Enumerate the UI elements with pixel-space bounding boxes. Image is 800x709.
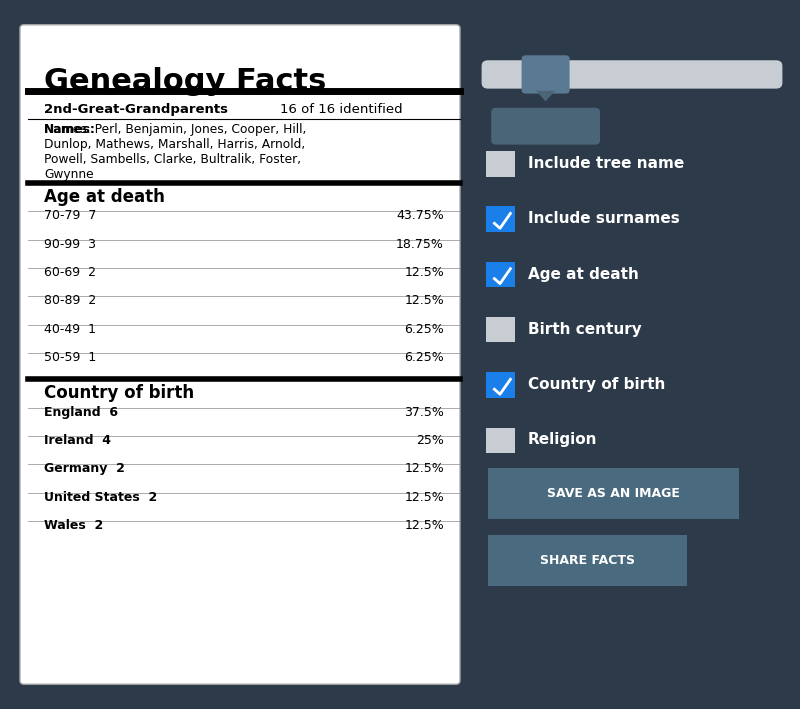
FancyBboxPatch shape [20,25,460,684]
Text: Country of birth: Country of birth [44,384,194,401]
Text: Birth century: Birth century [528,322,642,337]
Text: Dunlop, Mathews, Marshall, Harris, Arnold,: Dunlop, Mathews, Marshall, Harris, Arnol… [44,138,306,151]
FancyBboxPatch shape [488,468,739,519]
Text: 6.25%: 6.25% [404,323,444,335]
Text: Germany  2: Germany 2 [44,462,125,475]
Text: 6.25%: 6.25% [404,351,444,364]
Text: Powell, Sambells, Clarke, Bultralik, Foster,: Powell, Sambells, Clarke, Bultralik, Fos… [44,153,301,166]
Text: Gwynne: Gwynne [44,168,94,181]
Text: 37.5%: 37.5% [404,406,444,418]
FancyBboxPatch shape [486,317,515,342]
FancyBboxPatch shape [486,151,515,177]
Text: Names: Perl, Benjamin, Jones, Cooper, Hill,: Names: Perl, Benjamin, Jones, Cooper, Hi… [44,123,306,136]
FancyBboxPatch shape [488,535,687,586]
Text: 25%: 25% [416,434,444,447]
Text: Include surnames: Include surnames [528,211,680,226]
Text: 12.5%: 12.5% [404,266,444,279]
Text: Country of birth: Country of birth [528,377,666,392]
Text: Genealogy Facts: Genealogy Facts [44,67,326,96]
Text: SAVE AS AN IMAGE: SAVE AS AN IMAGE [547,487,680,500]
FancyBboxPatch shape [486,206,515,232]
Text: Names:: Names: [44,123,96,136]
Text: Include tree name: Include tree name [528,156,684,171]
Text: Generation 5: Generation 5 [502,124,589,137]
Text: Wales  2: Wales 2 [44,519,103,532]
Text: 2nd-Great-Grandparents: 2nd-Great-Grandparents [44,103,228,116]
Text: 12.5%: 12.5% [404,462,444,475]
Text: 80-89  2: 80-89 2 [44,294,96,307]
Text: 43.75%: 43.75% [396,209,444,222]
Text: 60-69  2: 60-69 2 [44,266,96,279]
Text: 18.75%: 18.75% [396,238,444,250]
Text: 40-49  1: 40-49 1 [44,323,96,335]
Text: SHARE FACTS: SHARE FACTS [540,554,635,567]
Text: United States  2: United States 2 [44,491,158,503]
Text: 50-59  1: 50-59 1 [44,351,96,364]
Text: 12.5%: 12.5% [404,491,444,503]
FancyBboxPatch shape [486,372,515,398]
Polygon shape [536,91,555,101]
Text: 90-99  3: 90-99 3 [44,238,96,250]
Text: Religion: Religion [528,432,598,447]
FancyBboxPatch shape [491,108,600,145]
Text: England  6: England 6 [44,406,118,418]
Text: 12.5%: 12.5% [404,519,444,532]
FancyBboxPatch shape [486,262,515,287]
FancyBboxPatch shape [522,55,570,94]
Text: 12.5%: 12.5% [404,294,444,307]
FancyBboxPatch shape [482,60,782,89]
Text: Age at death: Age at death [44,188,165,206]
Text: 16 of 16 identified: 16 of 16 identified [280,103,402,116]
FancyBboxPatch shape [486,428,515,453]
Text: Age at death: Age at death [528,267,639,281]
Text: Ireland  4: Ireland 4 [44,434,111,447]
Text: 70-79  7: 70-79 7 [44,209,96,222]
